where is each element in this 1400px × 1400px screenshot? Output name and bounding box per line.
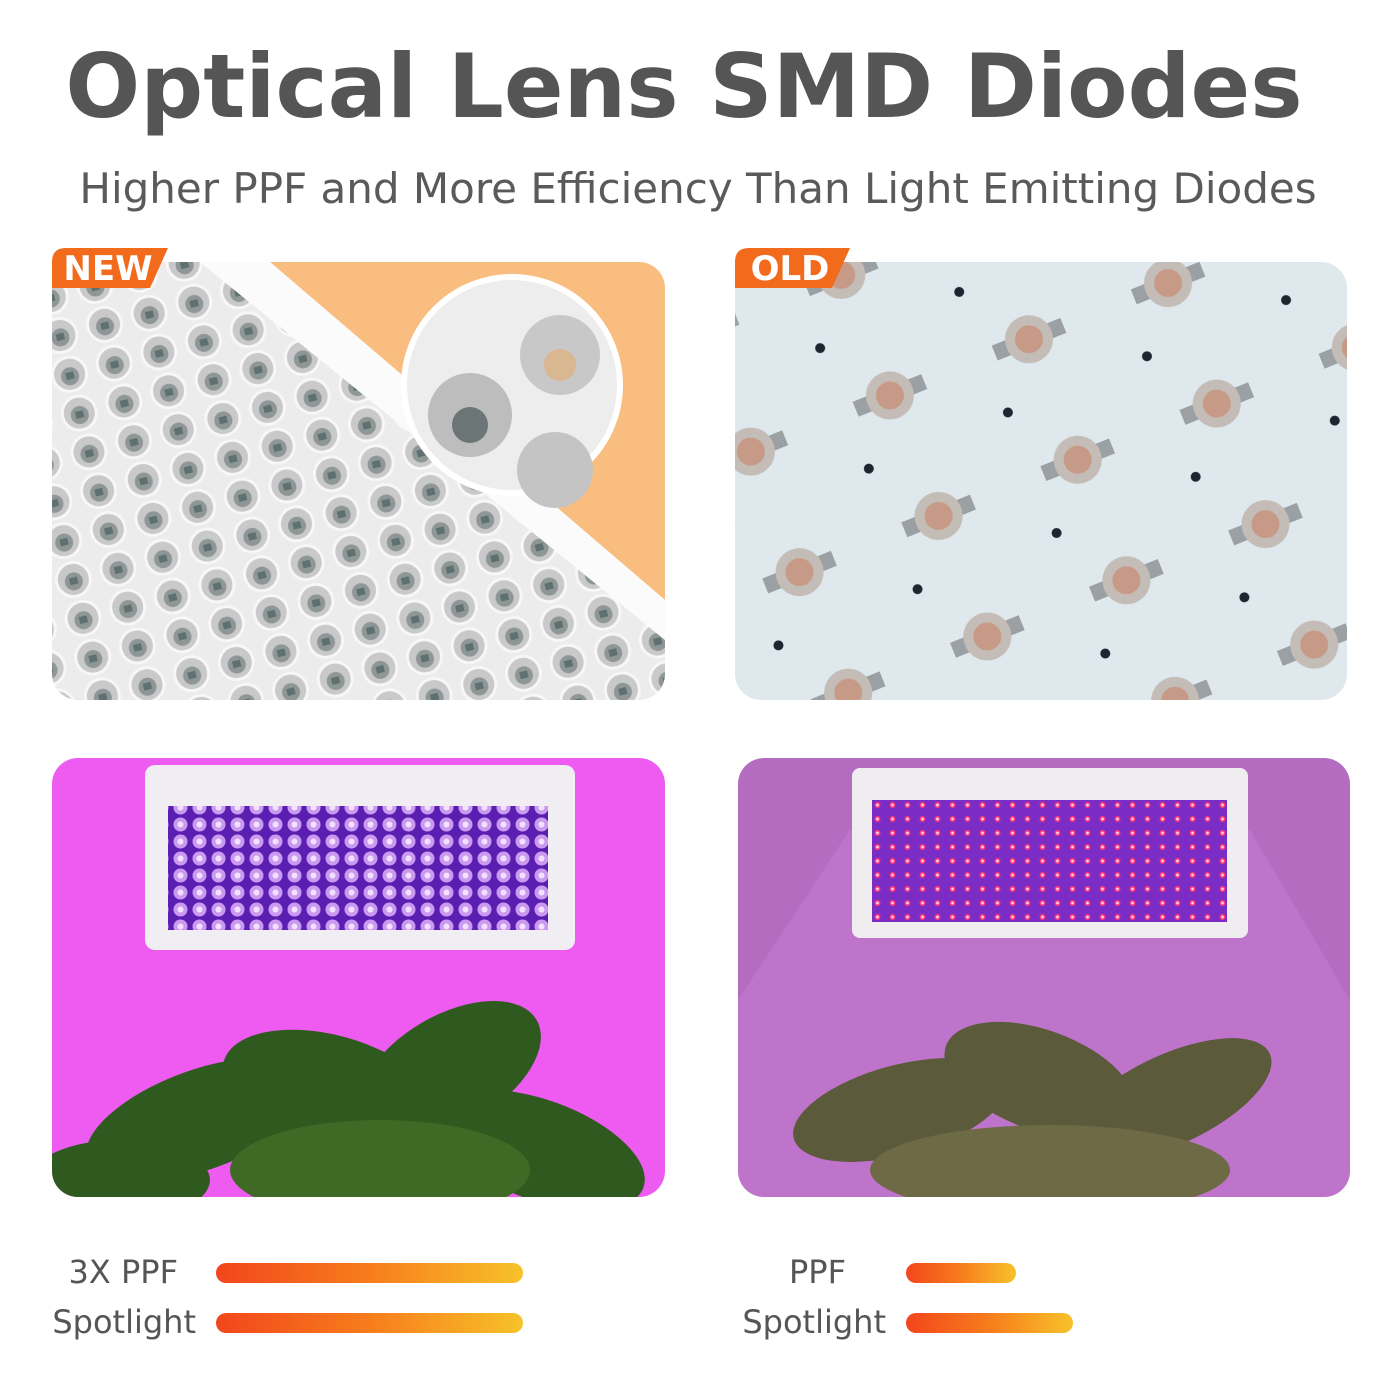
new-diode-photo [52, 262, 665, 700]
metric-bar [906, 1313, 1073, 1333]
tag-label: OLD [751, 249, 830, 289]
old-tag: OLD [735, 248, 850, 289]
metric-label: Spotlight [52, 1303, 196, 1341]
tag-label: NEW [63, 249, 152, 289]
subtitle: Higher PPF and More Efficiency Than Ligh… [79, 164, 1316, 213]
metric-label: 3X PPF [69, 1253, 178, 1291]
old-diode-photo [735, 262, 1347, 700]
metric-bar [216, 1263, 523, 1283]
metric-label: Spotlight [742, 1303, 886, 1341]
old-light-photo [738, 758, 1350, 1197]
metric-label: PPF [789, 1253, 846, 1291]
new-tag: NEW [52, 248, 168, 289]
new-light-photo [52, 758, 665, 1197]
title: Optical Lens SMD Diodes [65, 35, 1302, 138]
metric-bar [906, 1263, 1016, 1283]
metric-bar [216, 1313, 523, 1333]
